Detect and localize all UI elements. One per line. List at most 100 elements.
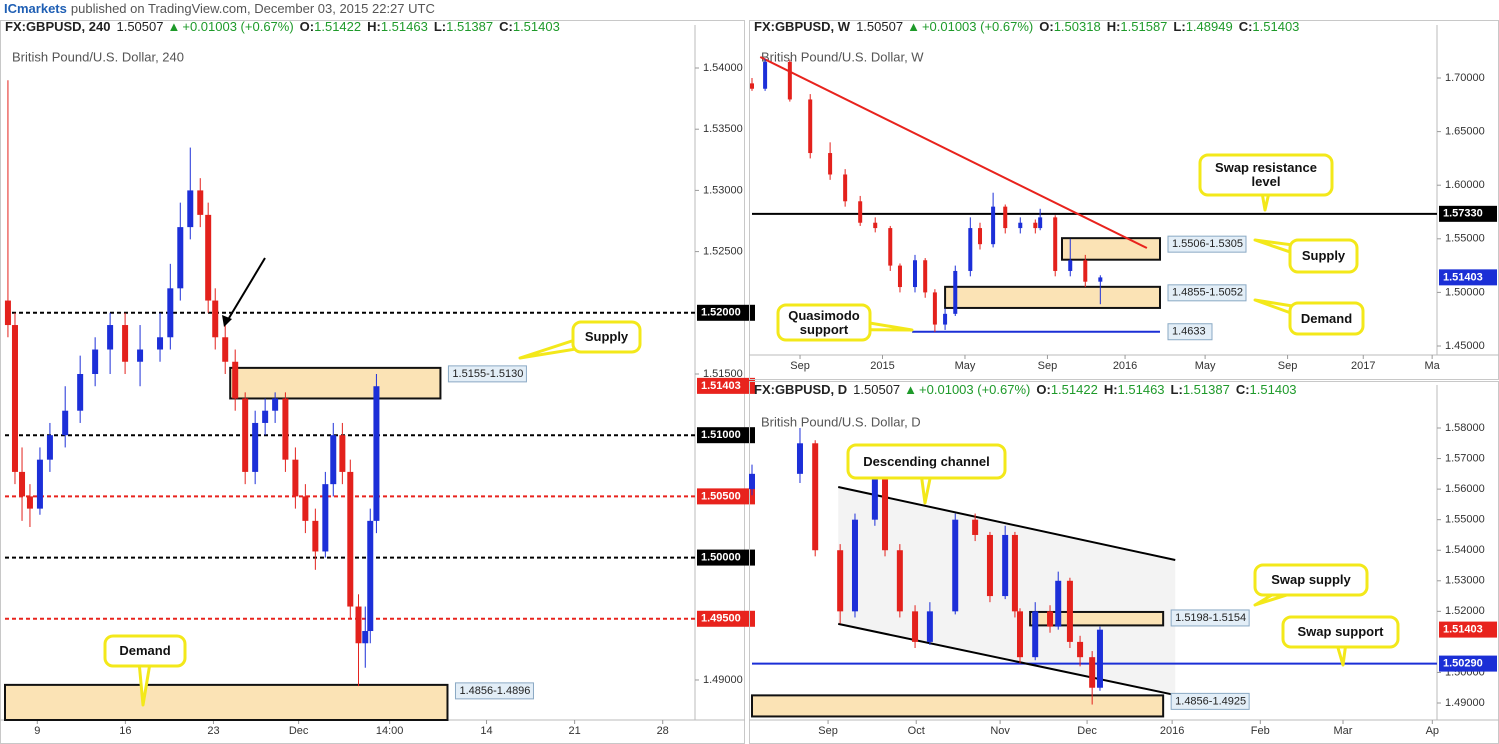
callout-text-box: Descending channel [863, 454, 989, 468]
price-axis-label-box [1439, 655, 1497, 672]
candle-body [302, 496, 309, 521]
zone [944, 285, 1161, 309]
callout-bubble [1281, 615, 1400, 649]
callout-text: Demand [1300, 310, 1353, 326]
x-tick-label: 16 [119, 725, 131, 737]
y-tick-label: 1.55000 [1445, 514, 1485, 526]
candle-body [262, 410, 269, 423]
candle-body [837, 550, 844, 612]
quote-value: 1.51387 [1183, 382, 1230, 397]
candle-body [272, 398, 279, 411]
callout-text-box: Swap support [1297, 624, 1384, 639]
x-tick-label: Sep [1038, 360, 1058, 372]
change: +0.01003 (+0.67%) [182, 19, 293, 34]
change-arrow: ▲ [904, 382, 917, 397]
callout-text: Swap support [1297, 624, 1384, 639]
pointer-arrow [225, 257, 266, 324]
quote-value: 1.51403 [1252, 19, 1299, 34]
brand[interactable]: ICmarkets [4, 1, 67, 16]
candle-body [36, 459, 43, 509]
candle-body [851, 519, 858, 612]
callout-text-box: Demand [119, 644, 170, 658]
y-tick-label: 1.55000 [1445, 233, 1485, 245]
candle-body [943, 313, 948, 325]
x-tick-label: May [955, 360, 976, 372]
candle-body [137, 349, 144, 362]
x-tick-label: Sep [818, 725, 838, 737]
zone-label-box [1170, 609, 1250, 627]
candle-body [222, 337, 229, 362]
trend-line [837, 486, 1176, 561]
x-tick-label: Dec [1077, 725, 1097, 737]
candle-body [986, 534, 993, 597]
y-tick-label: 1.52500 [703, 246, 743, 258]
price-axis-label: 1.51000 [701, 429, 741, 441]
callout-text: Supply [584, 329, 629, 344]
quote-value: 1.50318 [1054, 19, 1101, 34]
candle-body [1002, 534, 1009, 597]
candle-body [873, 222, 878, 229]
candle-body [1083, 260, 1088, 282]
price-axis-label-box [697, 377, 755, 394]
quote-label: O: [1036, 382, 1050, 397]
x-tick-label: Nov [990, 725, 1010, 737]
price-axis-label-box [697, 610, 755, 627]
callout-bubble [776, 303, 872, 342]
zone-label-box [1167, 284, 1247, 302]
candle-body [77, 373, 84, 411]
zone-label: 1.5198-1.5154 [1175, 612, 1246, 624]
quote-label: L: [434, 19, 446, 34]
candle-body [1089, 657, 1096, 688]
y-tick-label: 1.70000 [1445, 72, 1485, 84]
y-tick-label: 1.65000 [1445, 126, 1485, 138]
candle-body [1016, 611, 1023, 658]
callout-text-box: Demand [1300, 310, 1353, 326]
last-price: 1.50507 [853, 382, 900, 397]
quote-value: 1.51587 [1120, 19, 1167, 34]
candle-body [896, 550, 903, 612]
candle-body [926, 611, 933, 642]
candle-body [107, 325, 114, 350]
price-axis-label: 1.50290 [1443, 658, 1483, 670]
candle-body [1068, 260, 1073, 271]
x-tick-label: 2016 [1113, 360, 1137, 372]
candle-body [1018, 222, 1023, 229]
y-tick-label: 1.53000 [703, 184, 743, 196]
symbol: FX:GBPUSD, D [754, 382, 847, 397]
price-axis-label: 1.57330 [1443, 208, 1483, 220]
zone-label: 1.4855-1.5052 [1172, 287, 1243, 299]
candle-body [1096, 629, 1103, 688]
candle-body [1077, 641, 1084, 658]
candle-body [26, 496, 33, 509]
zone [1029, 610, 1165, 627]
quote-value: 1.48949 [1186, 19, 1233, 34]
quote-label: C: [499, 19, 513, 34]
candle-body [1055, 580, 1062, 627]
candle-body [1011, 534, 1018, 612]
price-axis-label: 1.50000 [701, 551, 741, 563]
candle-body [312, 520, 319, 552]
candle-body [167, 288, 174, 338]
x-tick-label: 9 [34, 725, 40, 737]
quote-label: O: [300, 19, 314, 34]
candle-body [232, 361, 239, 399]
candle-body [46, 435, 53, 460]
callout-text: Supply [1301, 248, 1346, 263]
quote-label: H: [367, 19, 381, 34]
candle-body [750, 83, 754, 89]
candle-body [62, 410, 69, 436]
candle-body [92, 349, 99, 374]
candle-body [355, 606, 362, 644]
callout-bubble [103, 634, 187, 668]
y-tick-label: 1.52000 [1445, 605, 1485, 617]
candle-body [282, 398, 289, 460]
quote-label: L: [1171, 382, 1183, 397]
candle-body [362, 631, 369, 644]
last-price: 1.50507 [116, 19, 163, 34]
zone-label-box [1170, 692, 1250, 710]
callout-bubble [1288, 238, 1359, 274]
x-tick-label: May [1195, 360, 1216, 372]
price-axis-label-box [1439, 205, 1497, 222]
zone-label-box [447, 365, 527, 383]
